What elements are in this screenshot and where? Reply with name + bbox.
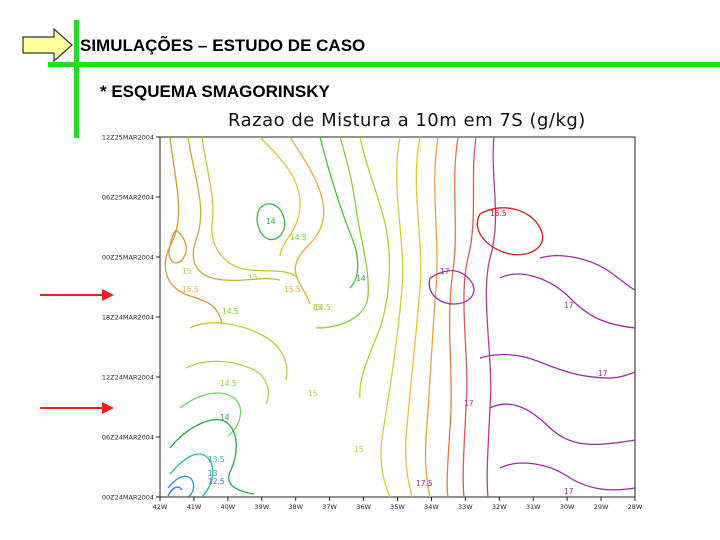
x-tick-label: 30W: [560, 503, 575, 511]
contour-label: 15: [182, 267, 192, 276]
contour-line: [167, 486, 183, 497]
x-tick-label: 35W: [390, 503, 405, 511]
y-tick-label: 12Z25MAR2004: [102, 134, 154, 142]
contour-label: 17: [440, 267, 450, 276]
contour-line: [479, 353, 636, 379]
contour-label: 15: [312, 303, 322, 312]
contour-line: [169, 453, 214, 498]
contour-label: 15: [248, 273, 258, 282]
x-tick-label: 36W: [356, 503, 371, 511]
x-tick-label: 34W: [424, 503, 439, 511]
contour-line: [189, 322, 288, 381]
contour-line: [319, 136, 359, 289]
contour-line: [359, 136, 391, 399]
contour-line: [169, 419, 255, 495]
contour-label: 15: [308, 389, 318, 398]
contour-label: 17: [564, 487, 574, 496]
contour-label: 13.5: [208, 455, 225, 464]
contour-label: 15.5: [284, 285, 301, 294]
contour-line: [476, 207, 544, 256]
y-tick-label: 00Z25MAR2004: [102, 254, 154, 262]
contour-line: [428, 270, 475, 305]
contour-line: [256, 203, 286, 241]
x-tick-label: 33W: [458, 503, 473, 511]
y-tick-label: 06Z24MAR2004: [102, 434, 154, 442]
contour-label: 14.5: [220, 379, 237, 388]
header-divider-vertical: [74, 20, 79, 138]
slide-subtitle: * ESQUEMA SMAGORINSKY: [100, 82, 330, 101]
contour-label: 17: [564, 301, 574, 310]
contour-line: [462, 136, 477, 498]
contour-label: 13: [208, 469, 218, 478]
contour-label: 14.5: [290, 233, 307, 242]
contour-line: [164, 136, 223, 325]
contour-label: 14: [220, 413, 230, 422]
header-divider-horizontal: [48, 62, 720, 67]
contour-line: [485, 136, 497, 498]
x-tick-label: 39W: [254, 503, 269, 511]
chart-title: Razao de Mistura a 10m em 7S (g/kg): [228, 110, 586, 131]
y-tick-label: 12Z24MAR2004: [102, 374, 154, 382]
contour-line: [179, 392, 242, 437]
y-tick-label: 06Z25MAR2004: [102, 194, 154, 202]
y-tick-label: 18Z24MAR2004: [102, 314, 154, 322]
contour-line: [489, 403, 636, 446]
contour-line: [315, 136, 369, 329]
contour-line: [167, 475, 195, 498]
y-tick-label: 00Z24MAR2004: [102, 494, 154, 502]
contour-label: 14: [266, 217, 276, 226]
contour-label: 16.5: [490, 209, 507, 218]
x-tick-label: 31W: [526, 503, 541, 511]
x-tick-label: 40W: [221, 503, 236, 511]
contour-line: [168, 229, 187, 264]
x-tick-label: 41W: [187, 503, 202, 511]
contour-label: 14: [356, 274, 366, 283]
slide-title: SIMULAÇÕES – ESTUDO DE CASO: [80, 36, 366, 55]
contour-label: 15: [354, 445, 364, 454]
contour-line: [380, 136, 404, 498]
contour-line: [424, 136, 439, 498]
contour-label: 17.5: [416, 479, 433, 488]
contour-label: 12.5: [208, 477, 225, 486]
contour-line: [499, 273, 636, 329]
contour-line: [201, 136, 299, 279]
x-tick-label: 37W: [322, 503, 337, 511]
slide-arrow-icon: [22, 28, 73, 62]
x-tick-label: 28W: [628, 503, 643, 511]
x-tick-label: 29W: [594, 503, 609, 511]
contour-line: [499, 462, 636, 491]
contour-label: 14.5: [222, 307, 239, 316]
contour-line: [187, 136, 281, 282]
contour-label: 14.5: [314, 303, 331, 312]
contour-line: [185, 360, 269, 405]
contour-line: [446, 136, 459, 498]
x-tick-label: 42W: [153, 503, 168, 511]
marker-arrow-upper: [40, 289, 114, 301]
marker-arrow-lower: [40, 402, 114, 414]
contour-label: 15.5: [182, 285, 199, 294]
contour-label: 17: [464, 399, 474, 408]
contour-line: [259, 136, 301, 257]
contour-label: 17: [598, 369, 608, 378]
contour-line: [404, 136, 422, 498]
contour-line: [289, 136, 325, 305]
x-tick-label: 38W: [288, 503, 303, 511]
x-tick-label: 32W: [492, 503, 507, 511]
contour-line: [539, 255, 636, 291]
